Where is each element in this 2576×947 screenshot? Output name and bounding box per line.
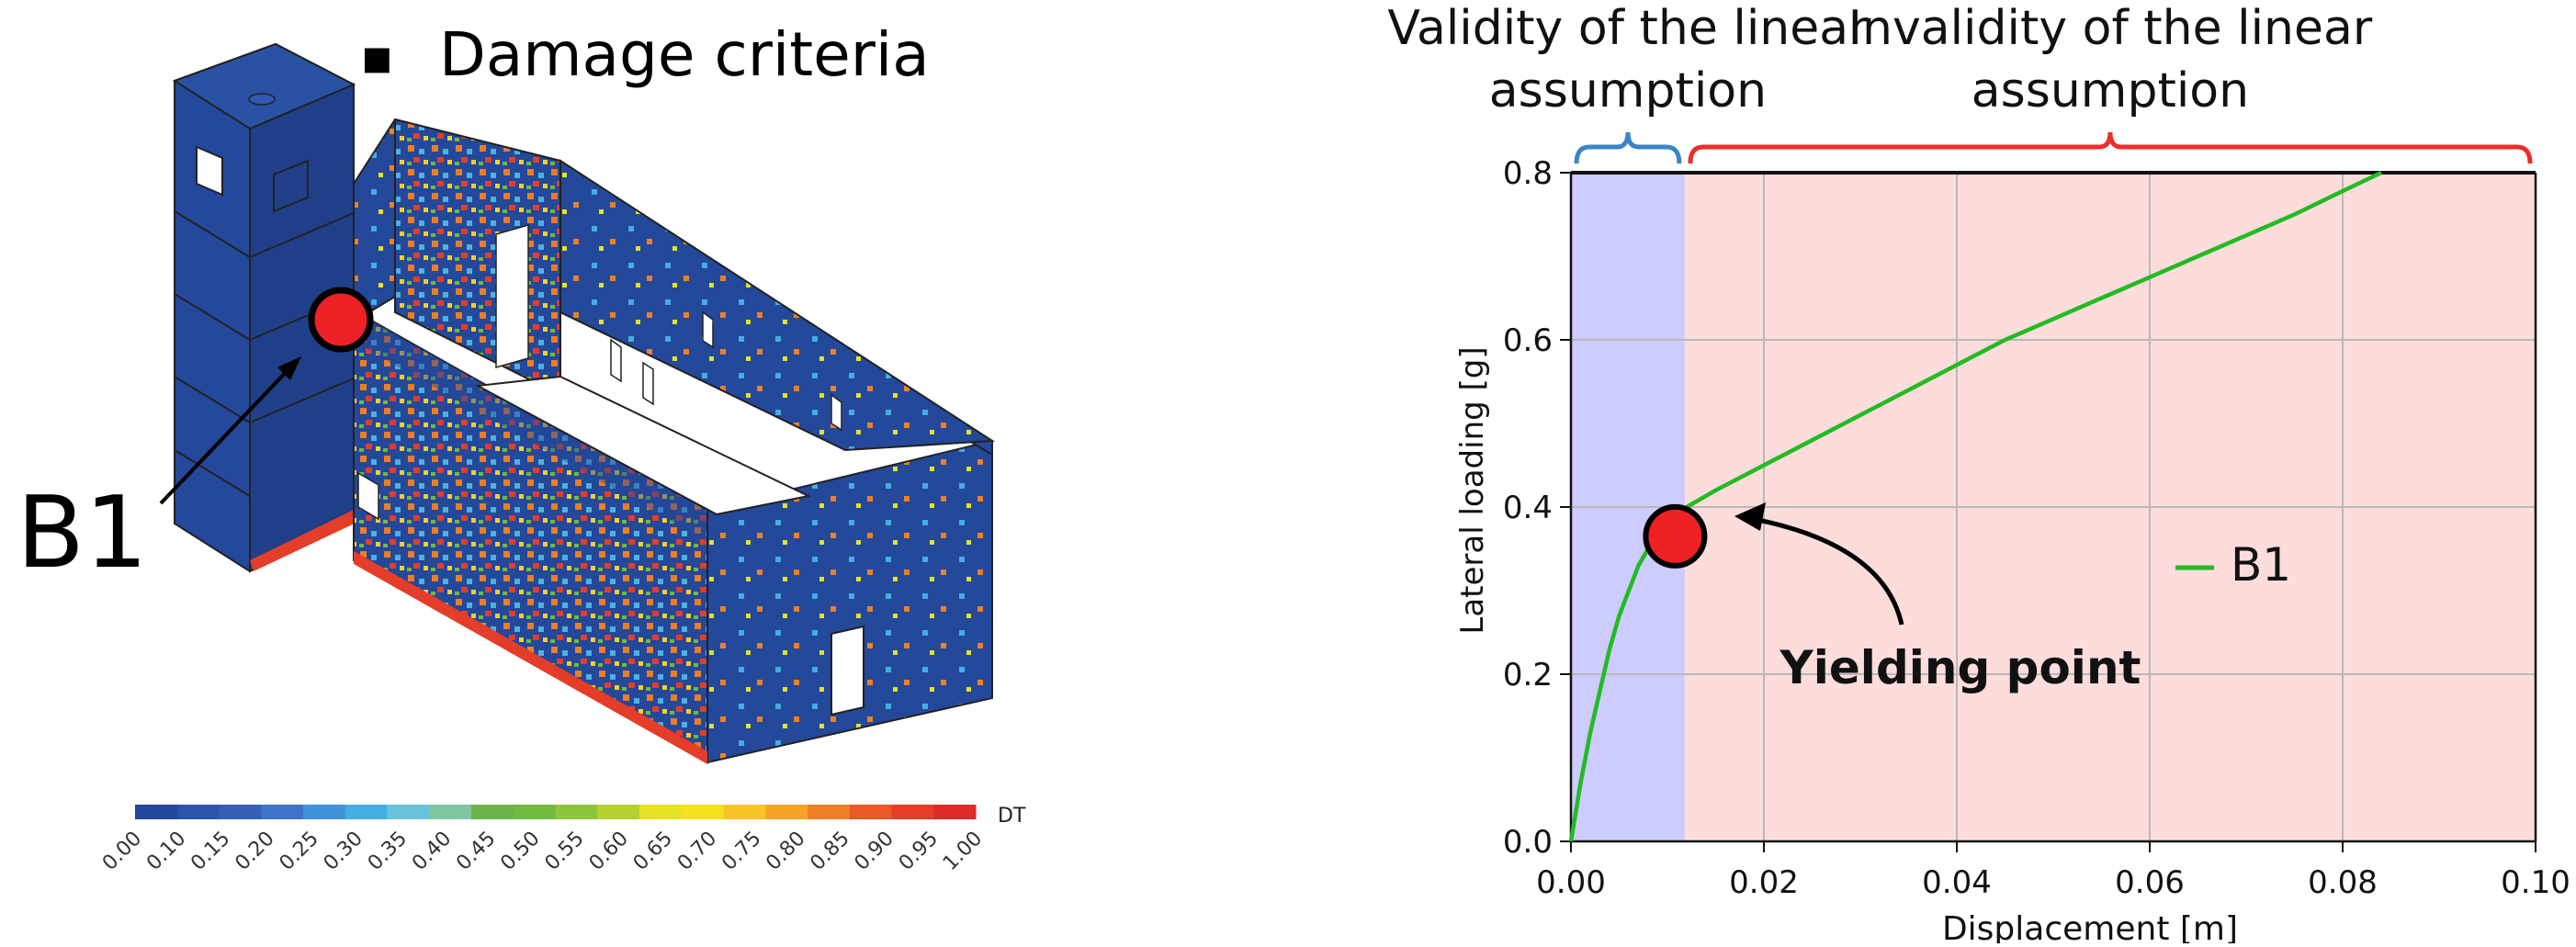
colorbar-tick-label: 0.10	[142, 828, 190, 875]
colorbar-segment	[891, 805, 934, 819]
annotation-arrowhead	[1734, 502, 1766, 531]
validity-label-line: Validity of the linear	[1387, 1, 1869, 56]
invalidity-bracket	[1688, 131, 2533, 164]
colorbar-tick-label: 0.00	[98, 828, 146, 875]
validity-label-line: assumption	[1489, 63, 1767, 118]
legend: B1	[2175, 538, 2291, 592]
y-tick-label: 0.4	[1503, 490, 1553, 526]
colorbar-segment	[303, 805, 346, 819]
capacity-curve-figure: 0.00 0.02 0.04 0.06 0.08 0.10 0.0 0.2 0.4 0.6 0.8 …	[1240, 0, 2576, 947]
damage-model-svg: ▪ Damage criteria B1 0.000.100.150.200.2…	[17, 19, 1026, 875]
y-tick-label: 0.0	[1503, 824, 1553, 861]
x-tick-label: 0.02	[1729, 864, 1799, 901]
invalidity-label-line: Invalidity of the linear	[1848, 1, 2373, 56]
y-tick-label: 0.6	[1503, 322, 1553, 359]
y-axis-label: Lateral loading [g]	[1454, 346, 1491, 634]
colorbar-segment	[471, 805, 514, 819]
b1-label: B1	[17, 476, 148, 591]
colorbar-tick-label: 0.75	[717, 828, 765, 875]
colorbar-tick-label: 0.95	[895, 828, 943, 875]
b1-marker-group	[159, 287, 374, 505]
colorbar-tick-label: 0.15	[186, 828, 234, 875]
colorbar-segment	[933, 805, 977, 819]
colorbar-tick-label: 0.90	[851, 828, 898, 875]
colorbar-segment	[723, 805, 766, 819]
colorbar-segment	[513, 805, 556, 819]
x-tick-label: 0.00	[1536, 864, 1606, 901]
colorbar-tick-label: 0.30	[320, 828, 367, 875]
yielding-annotation: Yielding point	[1734, 502, 2141, 694]
damage-criteria-heading: Damage criteria	[439, 19, 930, 90]
colorbar-segment	[429, 805, 472, 819]
colorbar-segment	[176, 805, 220, 819]
colorbar-tick-label: 0.65	[629, 828, 677, 875]
colorbar-unit: DT	[998, 805, 1026, 828]
colorbar-segment	[345, 805, 388, 819]
colorbar-segment	[808, 805, 851, 819]
colorbar-segment	[681, 805, 724, 819]
colorbar-tick-label: 0.25	[276, 828, 323, 875]
bracket-layer: Validity of the linear assumption Invalidi…	[1387, 1, 2533, 164]
heading-bullet: ▪	[360, 28, 394, 85]
series-line-b1	[1568, 170, 2382, 842]
series-layer	[1568, 170, 2382, 842]
colorbar-tick-label: 0.35	[364, 828, 412, 875]
colorbar-tick-label: 0.85	[806, 828, 853, 875]
legend-label-b1: B1	[2231, 538, 2291, 592]
x-tick-label: 0.06	[2115, 864, 2185, 901]
colorbar: 0.000.100.150.200.250.300.350.400.450.50…	[98, 805, 987, 875]
x-tick-label: 0.10	[2501, 864, 2570, 901]
colorbar-tick-label: 0.60	[585, 828, 633, 875]
colorbar-segment	[387, 805, 430, 819]
x-axis-label: Displacement [m]	[1942, 910, 2238, 943]
colorbar-tick-label: 0.40	[408, 828, 456, 875]
b1-marker	[308, 287, 374, 353]
x-tick-label: 0.04	[1922, 864, 1992, 901]
tick-layer: 0.00 0.02 0.04 0.06 0.08 0.10 0.0 0.2 0.4 0.6 0.8	[1503, 155, 2570, 901]
colorbar-segment	[555, 805, 598, 819]
colorbar-tick-label: 0.70	[673, 828, 721, 875]
colorbar-segment	[261, 805, 304, 819]
validity-bracket	[1574, 131, 1682, 164]
x-tick-label: 0.08	[2308, 864, 2378, 901]
colorbar-segment	[219, 805, 262, 819]
colorbar-segment	[135, 805, 178, 819]
yielding-point-label: Yielding point	[1779, 641, 2141, 694]
capacity-chart: 0.00 0.02 0.04 0.06 0.08 0.100.00.20.40.60.8 …	[1387, 1, 2570, 947]
damage-figure: ▪ Damage criteria B1 0.00 0.10 0.15 0.20 0.2…	[0, 0, 1194, 943]
colorbar-tick-label: 1.00	[939, 828, 987, 875]
colorbar-tick-label: 0.80	[762, 828, 809, 875]
colorbar-segment	[639, 805, 683, 819]
y-tick-label: 0.2	[1503, 657, 1553, 693]
y-tick-label: 0.8	[1503, 155, 1553, 192]
colorbar-segment	[849, 805, 892, 819]
colorbar-tick-label: 0.20	[231, 828, 278, 875]
yielding-point-marker	[1643, 503, 1708, 569]
colorbar-segment	[597, 805, 640, 819]
colorbar-tick-label: 0.50	[496, 828, 544, 875]
colorbar-segment	[765, 805, 808, 819]
front-wall	[353, 309, 993, 764]
annotation-arrow	[1743, 514, 1904, 626]
colorbar-tick-label: 0.45	[452, 828, 500, 875]
back-wall	[353, 118, 996, 516]
colorbar-tick-label: 0.55	[541, 828, 589, 875]
invalidity-label-line: assumption	[1972, 63, 2249, 118]
